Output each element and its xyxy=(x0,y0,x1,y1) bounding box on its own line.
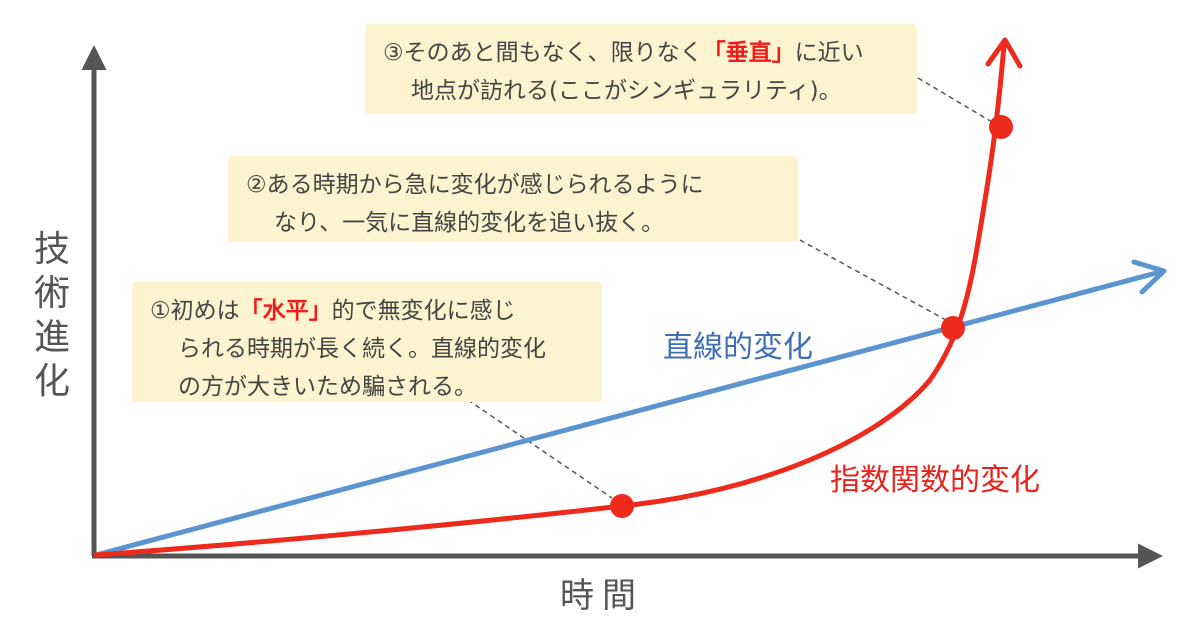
x-axis-label: 時間 xyxy=(560,576,644,616)
note1-text-b: 的で無変化に感じ xyxy=(331,298,516,324)
exponential-arrowhead xyxy=(985,37,1023,69)
note3-highlight: 「垂直」 xyxy=(702,40,795,66)
note2-line2: なり、一気に直線的変化を追い抜く。 xyxy=(274,210,665,236)
leader-line-1 xyxy=(467,399,613,499)
note1-line2: られる時期が長く続く。直線的変化 xyxy=(178,336,546,362)
note3-text-b: に近い xyxy=(794,40,864,66)
note3-line1: ③そのあと間もなく、限りなく「垂直」に近い xyxy=(383,34,899,72)
linear-series-line xyxy=(95,269,1161,558)
point-horizontal-phase xyxy=(610,494,634,518)
note2-line1: ②ある時期から急に変化が感じられるように xyxy=(246,172,704,198)
note3-text-a: ③そのあと間もなく、限りなく xyxy=(383,40,703,66)
note-singularity: ③そのあと間もなく、限りなく「垂直」に近い 地点が訪れる(ここがシンギュラリティ… xyxy=(365,24,917,114)
leader-line-3 xyxy=(917,77,993,123)
y-label-char-3: 進 xyxy=(33,317,70,358)
linear-series-label: 直線的変化 xyxy=(663,330,813,365)
leader-line-2 xyxy=(799,239,947,321)
note1-text-a: 初めは xyxy=(170,298,240,324)
exponential-series-curve xyxy=(93,43,1007,558)
point-crossover xyxy=(941,316,965,340)
y-label-char-2: 術 xyxy=(33,273,70,314)
y-axis-label: 技 術 進 化 xyxy=(22,228,82,404)
note-crossover: ②ある時期から急に変化が感じられるように なり、一気に直線的変化を追い抜く。 xyxy=(228,156,798,242)
linear-arrowhead xyxy=(1131,259,1167,295)
note-horizontal-phase: ①初めは「水平」的で無変化に感じ られる時期が長く続く。直線的変化 の方が大きい… xyxy=(132,282,602,402)
note1-highlight: 「水平」 xyxy=(239,298,332,324)
note1-number: ① xyxy=(150,298,171,324)
y-label-char-4: 化 xyxy=(33,361,70,402)
exponential-series-label: 指数関数的変化 xyxy=(830,463,1040,498)
note3-line2: 地点が訪れる(ここがシンギュラリティ)。 xyxy=(411,78,842,104)
note1-line3: の方が大きいため騙される。 xyxy=(178,374,477,400)
point-singularity xyxy=(989,115,1013,139)
note1-line1: ①初めは「水平」的で無変化に感じ xyxy=(150,292,584,330)
y-label-char-1: 技 xyxy=(33,229,70,270)
